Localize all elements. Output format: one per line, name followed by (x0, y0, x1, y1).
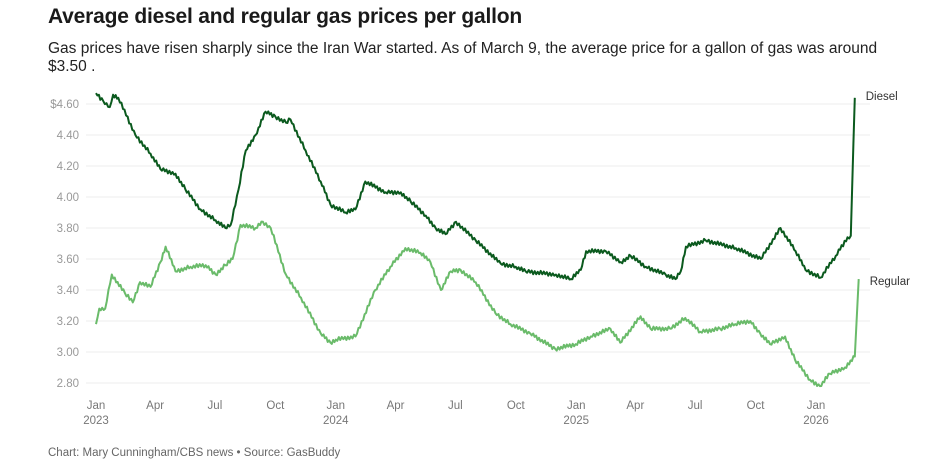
y-tick-label: 4.40 (57, 130, 79, 142)
x-tick-year-label: 2025 (563, 415, 589, 427)
chart-subtitle: Gas prices have risen sharply since the … (48, 40, 878, 75)
series-line-diesel (95, 92, 856, 281)
x-tick-year-label: 2026 (803, 415, 829, 427)
x-tick-label: Apr (387, 400, 405, 412)
y-tick-label: 3.40 (57, 285, 79, 297)
x-tick-label: Jul (688, 400, 703, 412)
y-tick-label: $4.60 (50, 99, 79, 111)
y-tick-label: 3.60 (57, 254, 79, 266)
y-tick-label: 2.80 (57, 378, 79, 390)
series-line-regular (95, 220, 860, 388)
series-labels: Diesel Regular (866, 91, 910, 288)
x-tick-label: Jan (807, 400, 826, 412)
chart-title: Average diesel and regular gas prices pe… (48, 5, 522, 28)
x-tick-label: Oct (747, 400, 766, 412)
y-tick-label: 4.20 (57, 161, 79, 173)
x-tick-label: Apr (146, 400, 164, 412)
y-tick-label: 4.00 (57, 192, 79, 204)
y-tick-label: 3.20 (57, 316, 79, 328)
x-tick-year-label: 2023 (83, 415, 109, 427)
x-tick-label: Apr (626, 400, 644, 412)
x-tick-year-label: 2024 (323, 415, 349, 427)
chart-credit: Chart: Mary Cunningham/CBS news • Source… (48, 447, 341, 459)
y-tick-label: 3.00 (57, 347, 79, 359)
x-tick-label: Jul (208, 400, 223, 412)
x-tick-label: Oct (507, 400, 526, 412)
series-label-regular: Regular (870, 276, 910, 288)
y-tick-label: 3.80 (57, 223, 79, 235)
x-tick-label: Jan (87, 400, 106, 412)
x-tick-label: Jul (448, 400, 463, 412)
x-tick-label: Jan (327, 400, 346, 412)
gridlines (86, 103, 870, 384)
x-tick-label: Oct (266, 400, 285, 412)
x-axis-ticks: Jan 2023 Apr Jul Oct Jan 2024 Apr Jul Oct Jan 2025 A… (83, 400, 829, 427)
y-axis-ticks: 2.80 3.00 3.20 3.40 3.60 3.80 4.00 4.20 4.40 $4.6… (50, 99, 79, 390)
series-lines (95, 92, 860, 388)
x-tick-label: Jan (567, 400, 586, 412)
series-label-diesel: Diesel (866, 91, 898, 103)
